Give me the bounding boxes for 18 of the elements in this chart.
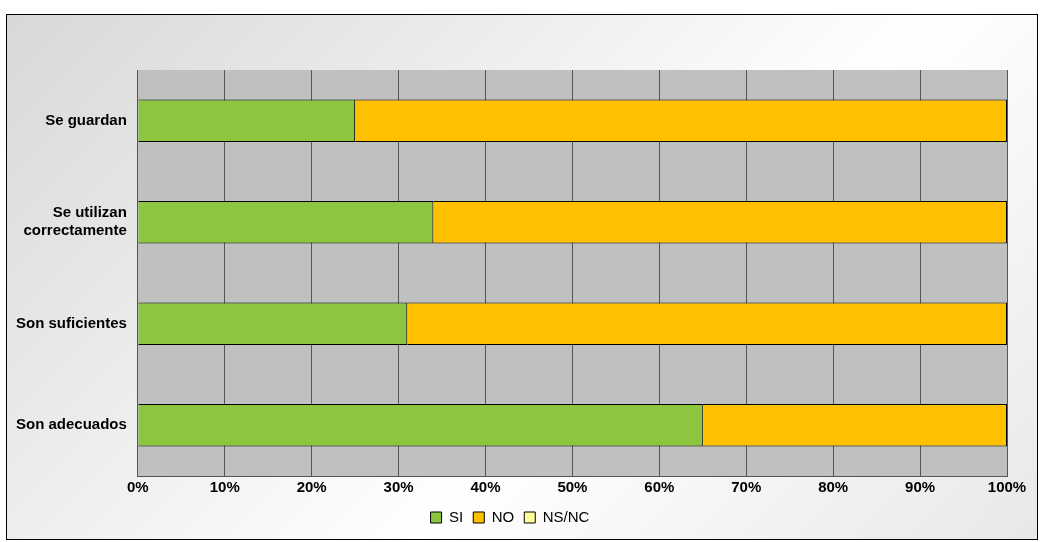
x-tick-label: 20%: [296, 478, 327, 496]
x-tick-label: 70%: [731, 478, 762, 496]
x-tick-label: 0%: [127, 478, 149, 496]
legend-label: NO: [491, 507, 515, 525]
x-tick-label: 40%: [470, 478, 501, 496]
y-tick-label: Son suficientes: [16, 313, 127, 331]
x-tick-label: 60%: [644, 478, 675, 496]
y-tick-label: Se utilizan correctamente: [23, 203, 127, 239]
y-tick-label: Son adecuados: [16, 415, 127, 433]
legend-label: NS/NC: [542, 507, 590, 525]
x-tick-label: 80%: [818, 478, 849, 496]
legend-label: SI: [449, 507, 464, 525]
x-tick-label: 50%: [557, 478, 588, 496]
x-tick-label: 100%: [987, 478, 1027, 496]
x-tick-label: 30%: [383, 478, 414, 496]
y-tick-label: Se guardan: [45, 110, 127, 128]
x-tick-label: 10%: [209, 478, 240, 496]
x-tick-label: 90%: [905, 478, 936, 496]
